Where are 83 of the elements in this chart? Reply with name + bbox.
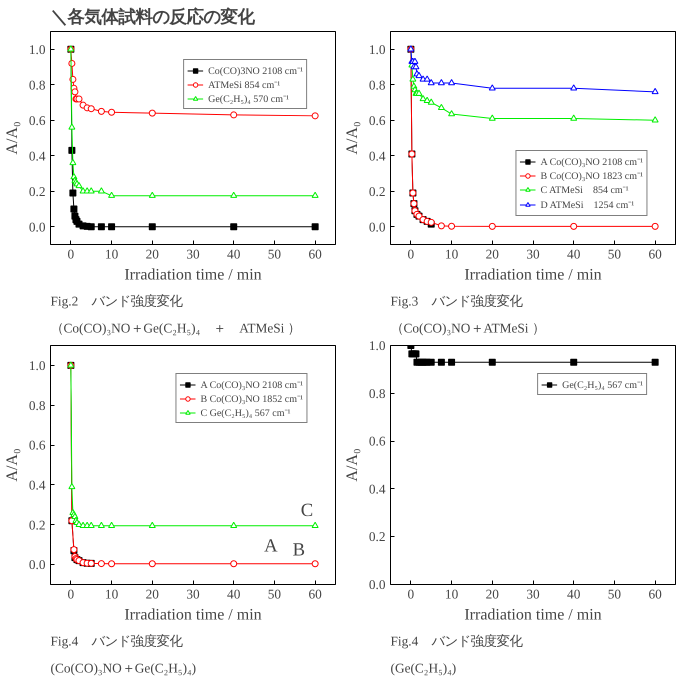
text: （Co(CO)₃NO＋ATMeSi ） — [390, 320, 545, 336]
y-tick-label: 0.2 — [368, 184, 386, 199]
caption: Fig.4 バンド強度変化 — [390, 634, 522, 648]
text: （Co(CO)₃NO＋Ge(C₂H₅)₄ ＋ ATMeSi ） — [50, 320, 301, 336]
x-tick-label: 10 — [104, 586, 119, 602]
x-tick-label: 20 — [486, 246, 500, 262]
annotation: C — [300, 500, 314, 521]
x-tick-label: 0 — [68, 246, 75, 262]
y-tick-label: 0.4 — [28, 477, 46, 492]
legend-label: A Co(CO)₃NO 2108 cm⁻¹ — [200, 379, 303, 391]
y-tick-label: 1.0 — [28, 42, 46, 57]
x-tick-label: 40 — [227, 246, 241, 262]
x-tick-label: 10 — [444, 586, 459, 602]
x-tick-label: 40 — [567, 246, 581, 262]
x-tick-label: 60 — [648, 246, 662, 262]
y-tick-label: 1.0 — [28, 358, 46, 373]
y-tick-label: 0.8 — [28, 77, 46, 92]
y-tick-label: 0.2 — [28, 184, 46, 199]
x-tick-label: 0 — [408, 246, 415, 262]
legend-label: A Co(CO)₃NO 2108 cm⁻¹ — [540, 156, 643, 168]
x-tick-label: 50 — [608, 586, 622, 602]
x-tick-label: 0 — [68, 586, 75, 602]
y-axis-title: A/A₀ — [4, 121, 21, 155]
y-tick-label: 0.6 — [368, 434, 386, 449]
legend-label: C ATMeSi 854 cm⁻¹ — [540, 184, 629, 197]
legend-label: ATMeSi 854 cm⁻¹ — [208, 79, 280, 91]
legend-label: C Ge(C₂H₅)₄ 567 cm⁻¹ — [200, 407, 291, 419]
x-axis-title: Irradiation time / min — [124, 606, 262, 624]
x-tick-label: 50 — [268, 586, 282, 602]
x-tick-label: 30 — [186, 586, 200, 602]
x-tick-label: 40 — [567, 586, 581, 602]
y-tick-label: 0.0 — [28, 557, 46, 572]
x-tick-label: 60 — [648, 586, 662, 602]
y-tick-label: 0.6 — [28, 438, 46, 453]
x-tick-label: 30 — [526, 586, 540, 602]
legend-label: Ge(C₂H₅)₄ 570 cm⁻¹ — [208, 93, 289, 105]
x-tick-label: 20 — [146, 246, 160, 262]
x-tick-label: 40 — [227, 586, 241, 602]
y-tick-label: 0.2 — [368, 529, 386, 544]
y-tick-label: 0.0 — [28, 219, 46, 234]
y-tick-label: 0.8 — [28, 398, 46, 413]
y-tick-label: 0.6 — [28, 112, 46, 128]
x-axis-title: Irradiation time / min — [124, 266, 262, 284]
x-tick-label: 30 — [186, 246, 200, 262]
annotation: A — [264, 536, 278, 557]
x-axis-title: Irradiation time / min — [464, 266, 602, 284]
y-tick-label: 0.8 — [368, 386, 386, 401]
legend-label: Ge(C₂H₅)₄ 567 cm⁻¹ — [562, 379, 643, 391]
y-tick-label: 0.6 — [368, 112, 386, 128]
annotation: B — [292, 540, 306, 561]
x-tick-label: 50 — [608, 246, 622, 262]
x-tick-label: 60 — [308, 586, 322, 602]
y-tick-label: 1.0 — [368, 338, 386, 353]
x-tick-label: 60 — [308, 246, 322, 262]
y-tick-label: 0.2 — [28, 517, 46, 532]
x-tick-label: 50 — [268, 246, 282, 262]
legend-label: D ATMeSi 1254 cm⁻¹ — [540, 199, 634, 212]
x-tick-label: 10 — [104, 246, 119, 262]
legend-label: Co(CO)3NO 2108 cm⁻¹ — [208, 65, 303, 77]
x-tick-label: 20 — [146, 586, 160, 602]
x-axis-title: Irradiation time / min — [464, 606, 602, 624]
y-tick-label: 0.4 — [368, 481, 386, 496]
y-axis-title: A/A₀ — [4, 448, 21, 482]
y-tick-label: 0.8 — [368, 77, 386, 92]
x-tick-label: 0 — [408, 586, 415, 602]
y-tick-label: 0.0 — [368, 219, 386, 234]
x-tick-label: 20 — [486, 586, 500, 602]
x-tick-label: 10 — [444, 246, 459, 262]
y-tick-label: 0.4 — [28, 148, 46, 164]
text: (Co(CO)₃NO＋Ge(C₂H₅)₄) — [50, 660, 196, 676]
y-tick-label: 0.0 — [368, 577, 386, 592]
y-axis-title: A/A₀ — [344, 121, 361, 155]
legend-label: B Co(CO)₃NO 1823 cm⁻¹ — [540, 170, 643, 182]
legend-label: B Co(CO)₃NO 1852 cm⁻¹ — [200, 393, 303, 405]
y-tick-label: 1.0 — [368, 42, 386, 57]
chart-title: ＼各気体試料の反応の変化 — [50, 8, 256, 26]
y-tick-label: 0.4 — [368, 148, 386, 164]
x-tick-label: 30 — [526, 246, 540, 262]
caption: Fig.4 バンド強度変化 — [50, 634, 182, 648]
y-axis-title: A/A₀ — [344, 448, 361, 482]
caption: Fig.3 バンド強度変化 — [390, 294, 522, 308]
caption: Fig.2 バンド強度変化 — [50, 294, 182, 308]
text: (Ge(C₂H₅)₄) — [390, 660, 456, 676]
